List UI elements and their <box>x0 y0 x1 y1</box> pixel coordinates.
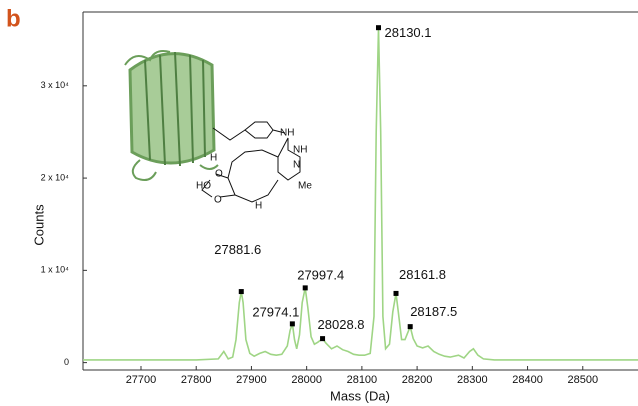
protein-illustration <box>124 50 219 181</box>
panel-label: b <box>6 5 21 32</box>
peak-marker <box>393 290 399 296</box>
peak-marker <box>289 321 295 327</box>
peak-label: 27881.6 <box>214 242 261 257</box>
molecule-label: H <box>210 153 217 164</box>
molecule-label: O <box>215 169 223 180</box>
molecule-label: H <box>255 201 262 212</box>
peak-label: 28161.8 <box>399 267 446 282</box>
y-tick-label: 3 x 10⁴ <box>41 80 70 90</box>
molecule-label: NH <box>280 128 294 139</box>
x-tick-label: 27900 <box>236 374 267 386</box>
peak-label: 28187.5 <box>410 304 457 319</box>
molecule-label: N <box>293 160 300 171</box>
peak-label: 28028.8 <box>318 317 365 332</box>
y-tick-label: 1 x 10⁴ <box>41 265 70 275</box>
x-tick-label: 28000 <box>291 374 322 386</box>
y-tick-label: 0 <box>64 357 69 367</box>
peak-label: 27997.4 <box>297 267 344 282</box>
y-axis-label: Counts <box>31 204 46 246</box>
x-tick-label: 28500 <box>567 374 598 386</box>
peak-marker <box>407 324 413 330</box>
peak-label: 27974.1 <box>252 304 299 319</box>
x-tick-label: 27700 <box>126 374 157 386</box>
peak-marker <box>302 285 308 291</box>
peak-marker <box>376 25 382 31</box>
x-tick-label: 28300 <box>457 374 488 386</box>
x-tick-label: 28100 <box>347 374 378 386</box>
molecule-illustration <box>201 121 301 203</box>
molecule-label: Me <box>298 181 312 192</box>
molecule-label: HO <box>196 181 211 192</box>
molecule-label: O <box>214 195 222 206</box>
x-axis-label: Mass (Da) <box>330 388 390 403</box>
x-tick-label: 28400 <box>512 374 543 386</box>
peak-label: 28130.1 <box>385 25 432 40</box>
molecule-label: NH <box>293 145 307 156</box>
x-tick-label: 28200 <box>402 374 433 386</box>
peak-marker <box>238 289 244 295</box>
y-tick-label: 2 x 10⁴ <box>41 172 70 182</box>
spectrum-line <box>83 27 638 361</box>
x-tick-label: 27800 <box>181 374 212 386</box>
peak-marker <box>320 336 326 342</box>
